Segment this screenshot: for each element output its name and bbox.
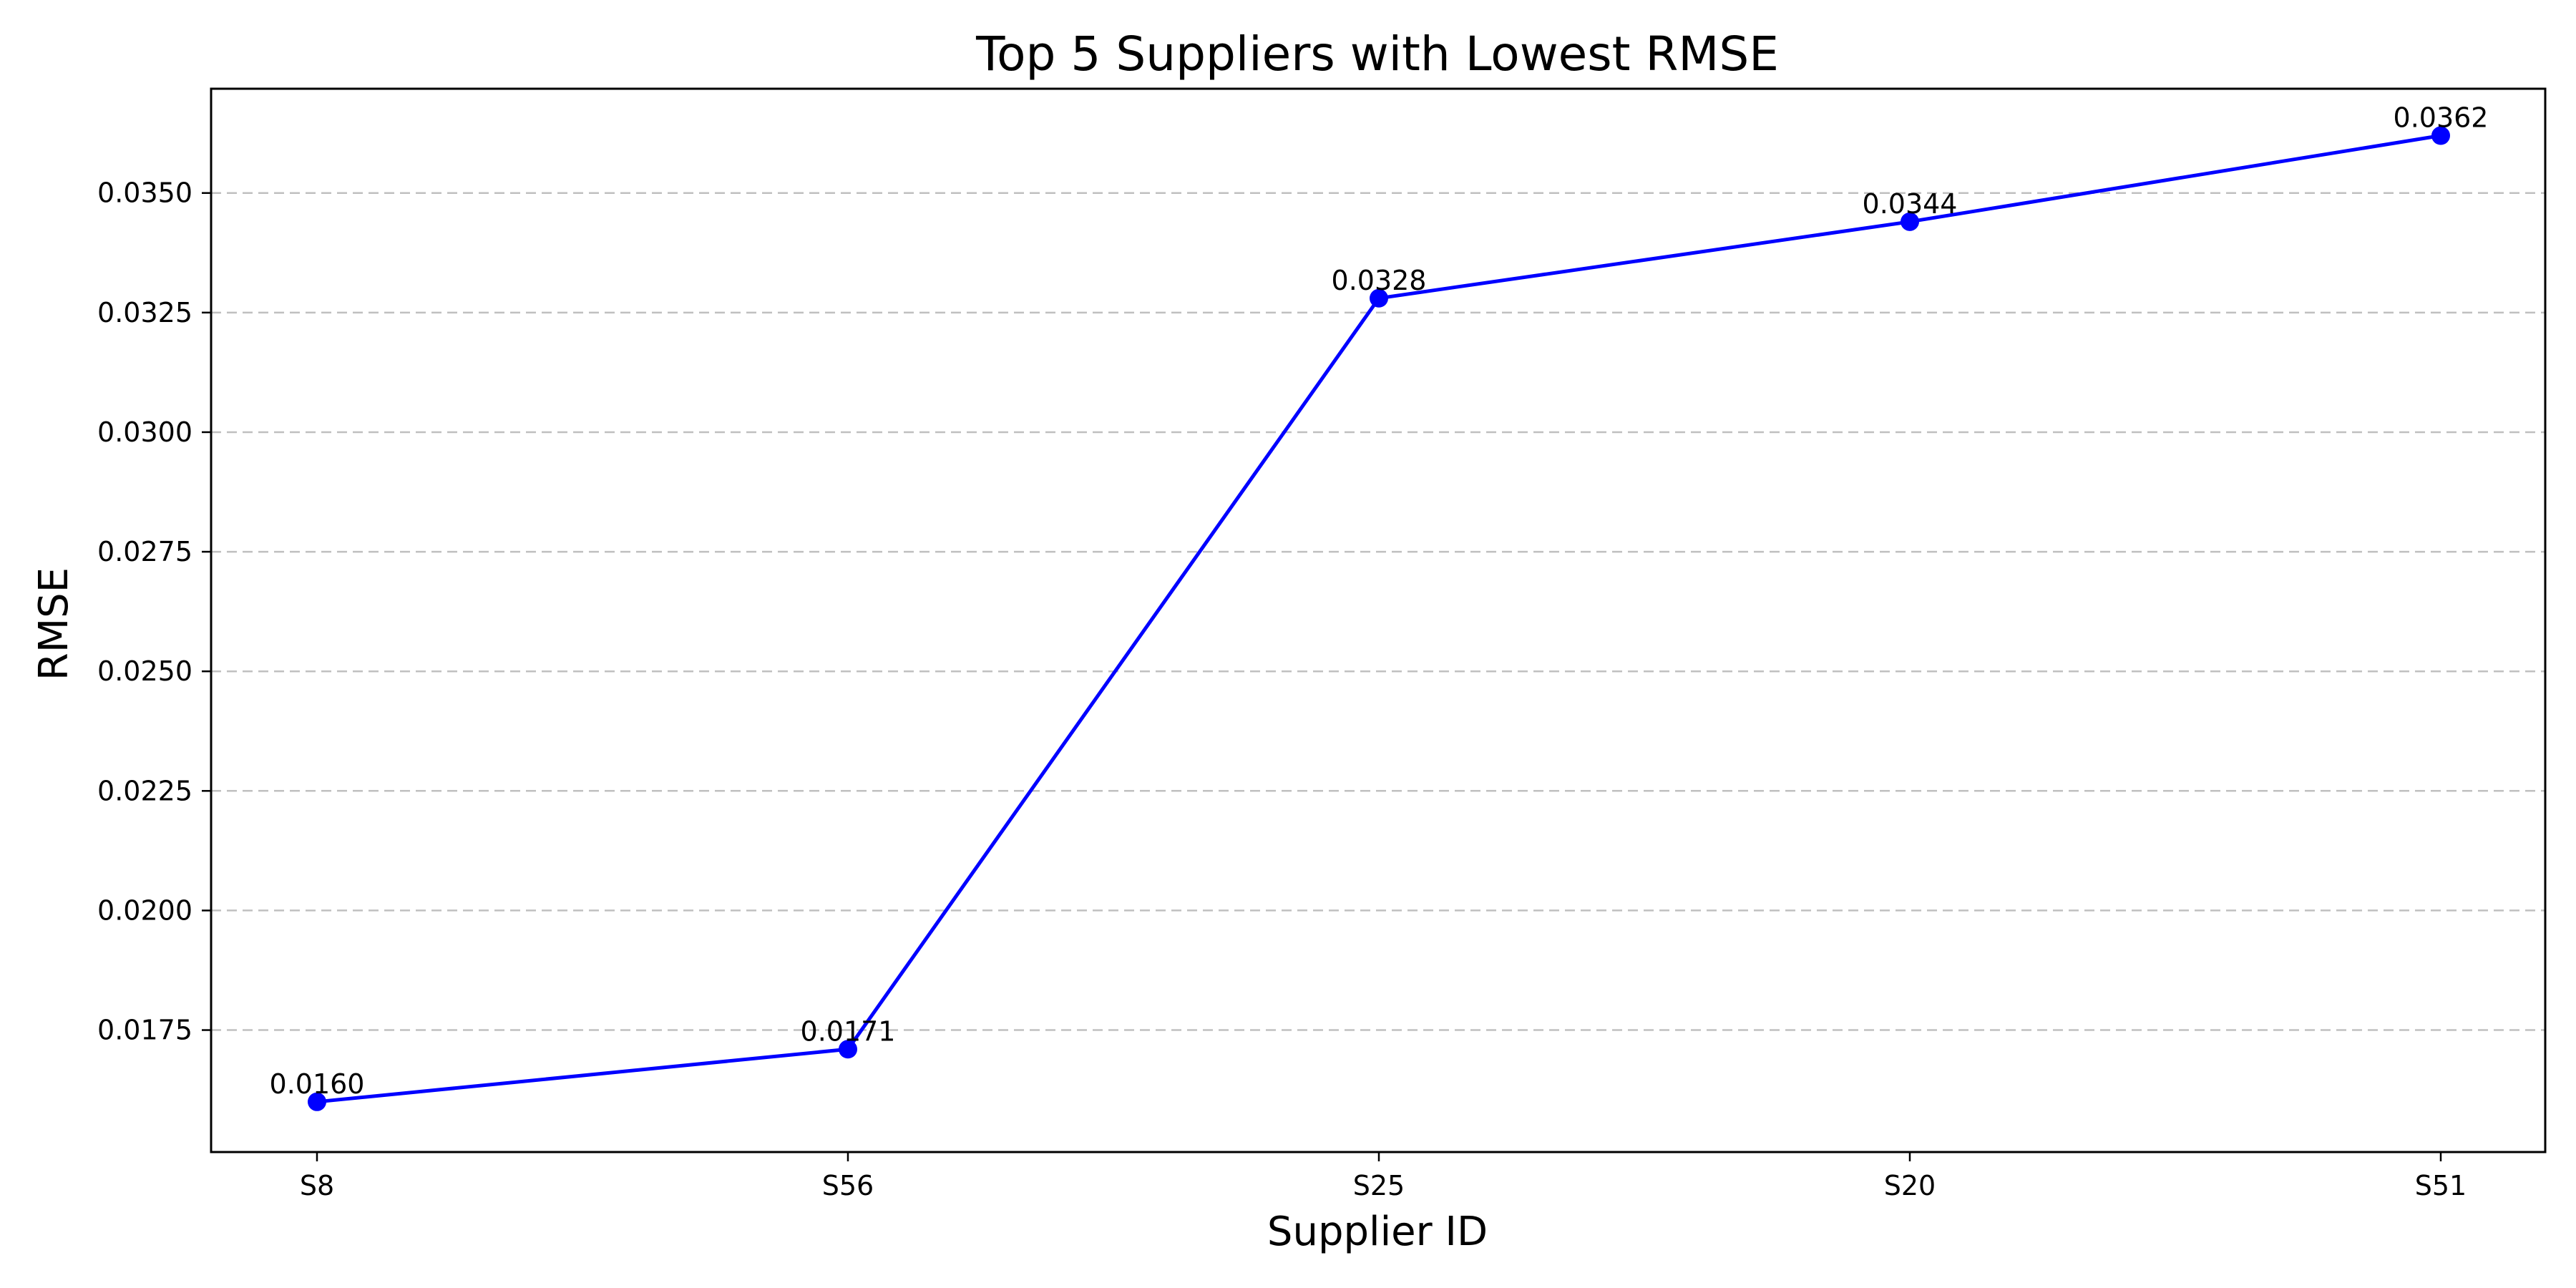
data-point	[308, 1092, 326, 1111]
y-tick-label: 0.0250	[97, 655, 192, 687]
y-tick-label: 0.0175	[97, 1015, 192, 1046]
y-tick-label: 0.0300	[97, 416, 192, 448]
y-tick-label: 0.0225	[97, 775, 192, 806]
data-label: 0.0362	[2394, 102, 2489, 134]
y-axis-label: RMSE	[31, 567, 77, 680]
data-point	[839, 1040, 857, 1059]
y-axis-ticks: 0.0175 0.0200 0.0225 0.0250 0.0275 0.0300 0.03…	[97, 177, 211, 1046]
data-label: 0.0160	[270, 1068, 365, 1100]
x-axis-ticks: S8 S56 S25 S20 S51	[300, 1152, 2467, 1201]
y-tick-label: 0.0325	[97, 297, 192, 328]
series-rmse	[308, 126, 2450, 1111]
data-label: 0.0171	[801, 1015, 896, 1047]
x-axis-label: Supplier ID	[1267, 1209, 1488, 1255]
y-tick-label: 0.0200	[97, 894, 192, 926]
x-tick-label: S56	[822, 1170, 874, 1201]
y-tick-label: 0.0275	[97, 536, 192, 567]
data-label: 0.0328	[1332, 265, 1427, 296]
chart-title: Top 5 Suppliers with Lowest RMSE	[975, 26, 1779, 82]
x-tick-label: S51	[2415, 1170, 2467, 1201]
y-tick-label: 0.0350	[97, 177, 192, 209]
x-tick-label: S8	[300, 1170, 334, 1201]
grid-lines	[211, 192, 2545, 1031]
data-point	[1901, 212, 1919, 231]
data-point	[2431, 126, 2450, 145]
x-tick-label: S20	[1884, 1170, 1936, 1201]
data-label: 0.0344	[1863, 188, 1958, 220]
data-point	[1370, 288, 1388, 308]
data-labels: 0.0160 0.0171 0.0328 0.0344 0.0362	[270, 102, 2489, 1100]
x-tick-label: S25	[1353, 1170, 1405, 1201]
plot-area-frame	[210, 87, 2547, 1153]
